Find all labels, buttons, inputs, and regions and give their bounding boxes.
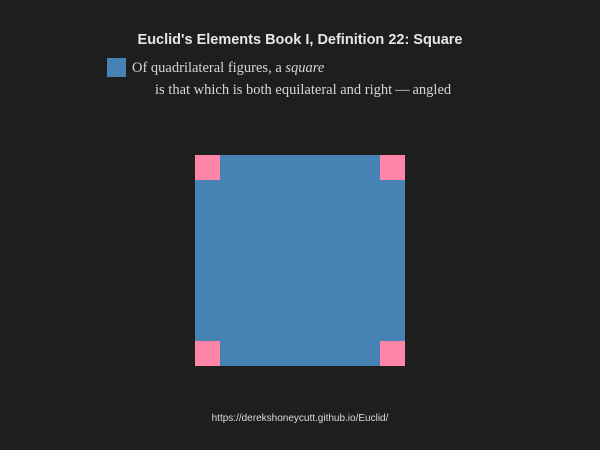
right-angle-marker-top-right [380,155,405,180]
right-angle-marker-bottom-left [195,341,220,366]
right-angle-marker-bottom-right [380,341,405,366]
footer-url: https://derekshoneycutt.github.io/Euclid… [211,413,389,424]
definition-term: square [285,60,325,76]
right-angle-marker-top-left [195,155,220,180]
page-title: Euclid's Elements Book I, Definition 22:… [137,32,463,48]
definition-line-2: is that which is both equilateral and ri… [155,82,452,98]
definition-prefix: Of quadrilateral figures, a [132,60,286,76]
definition-line-1: Of quadrilateral figures, a square [132,59,324,77]
legend-swatch-square [107,58,126,77]
square-shape [195,155,405,366]
